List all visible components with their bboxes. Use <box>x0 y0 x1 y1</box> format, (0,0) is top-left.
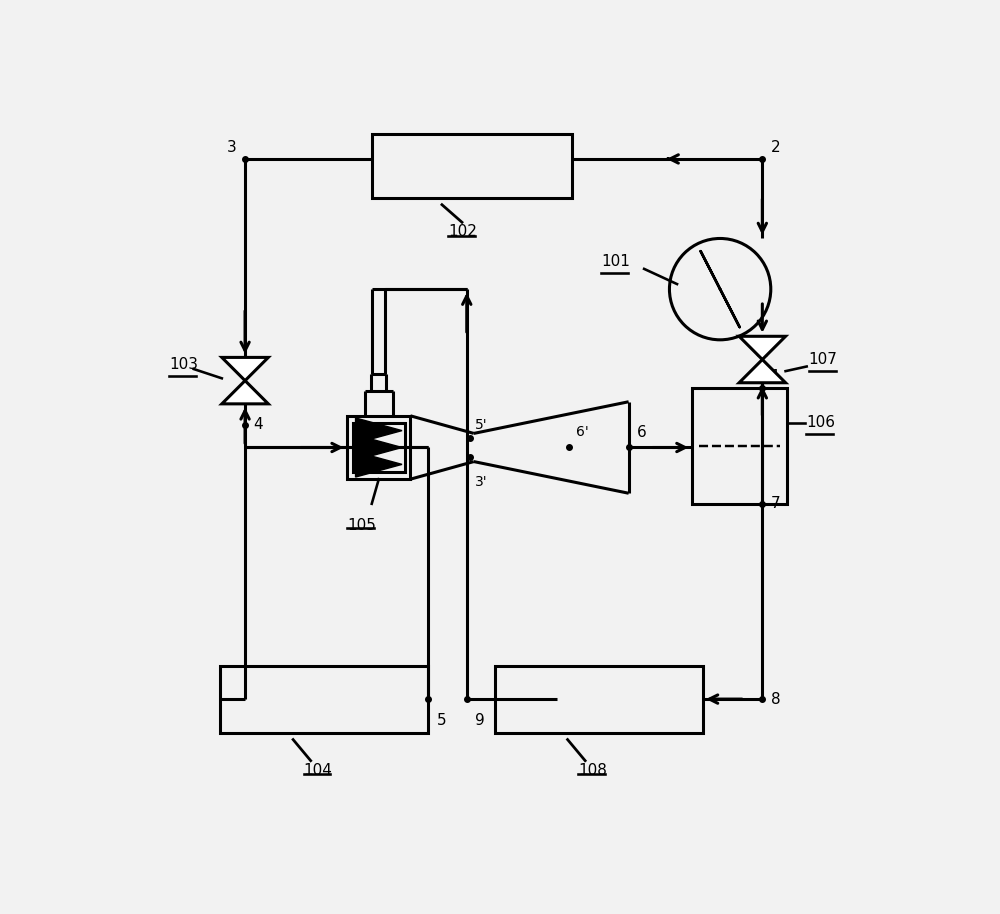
Polygon shape <box>356 435 402 460</box>
Text: 104: 104 <box>304 763 333 778</box>
Text: 102: 102 <box>448 225 477 239</box>
Text: 108: 108 <box>578 763 607 778</box>
Text: 101: 101 <box>601 254 630 269</box>
Polygon shape <box>356 418 402 443</box>
Text: 5': 5' <box>475 418 488 432</box>
Bar <box>220 665 428 732</box>
Text: 103: 103 <box>169 356 198 372</box>
Text: 8: 8 <box>771 692 780 707</box>
Text: 107: 107 <box>809 352 838 367</box>
Text: 105: 105 <box>347 518 376 533</box>
Polygon shape <box>222 357 268 380</box>
Polygon shape <box>739 359 786 383</box>
Text: 6': 6' <box>576 425 589 439</box>
Polygon shape <box>222 380 268 404</box>
Text: 3: 3 <box>227 141 237 155</box>
Text: 2: 2 <box>771 141 780 155</box>
Text: 5: 5 <box>436 713 446 728</box>
Text: 106: 106 <box>806 415 835 430</box>
Text: 4: 4 <box>254 418 263 432</box>
Polygon shape <box>739 336 786 359</box>
Text: 7: 7 <box>771 496 780 511</box>
Text: 9: 9 <box>475 713 485 728</box>
Bar <box>347 416 410 479</box>
Polygon shape <box>356 452 402 477</box>
Bar <box>353 423 405 473</box>
Bar <box>495 665 703 732</box>
Bar <box>692 388 787 504</box>
Text: 3': 3' <box>475 475 488 489</box>
Text: 6: 6 <box>637 425 647 441</box>
Text: 1: 1 <box>771 369 780 384</box>
Bar <box>372 134 572 197</box>
